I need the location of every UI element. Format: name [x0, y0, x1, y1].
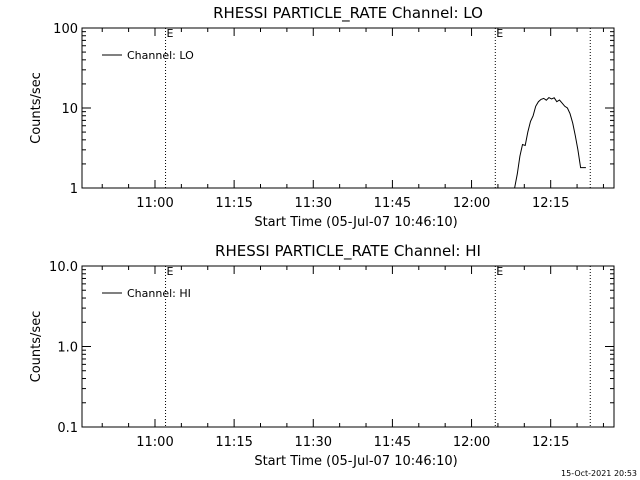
x-tick-label: 11:45	[374, 196, 411, 211]
x-tick-label: 11:15	[215, 435, 252, 450]
y-tick-label: 1	[70, 182, 78, 197]
x-tick-label: 12:00	[453, 196, 490, 211]
y-axis-label: Counts/sec	[29, 311, 44, 383]
y-tick-label: 0.1	[57, 421, 78, 436]
y-tick-label: 1.0	[57, 341, 78, 356]
event-marker-label: E	[496, 27, 503, 40]
y-tick-label: 100	[53, 22, 78, 37]
x-tick-label: 11:30	[295, 435, 332, 450]
chart-title: RHESSI PARTICLE_RATE Channel: HI	[215, 242, 481, 261]
legend-entry: Channel: HI	[127, 287, 191, 300]
generation-timestamp: 15-Oct-2021 20:53	[561, 469, 637, 478]
x-tick-label: 12:15	[532, 196, 569, 211]
y-axis-label: Counts/sec	[29, 72, 44, 144]
event-marker-label: E	[167, 27, 174, 40]
x-tick-label: 11:00	[136, 435, 173, 450]
chart-panel-lo: RHESSI PARTICLE_RATE Channel: LO 11:00 11:…	[29, 4, 615, 230]
legend-entry: Channel: LO	[127, 49, 194, 62]
x-tick-label: 12:00	[453, 435, 490, 450]
x-tick-label: 11:45	[374, 435, 411, 450]
x-tick-label: 11:30	[295, 196, 332, 211]
chart-title: RHESSI PARTICLE_RATE Channel: LO	[213, 4, 483, 23]
event-marker-label: E	[167, 265, 174, 278]
event-marker-label: E	[496, 265, 503, 278]
y-tick-label: 10.0	[49, 260, 78, 275]
x-tick-label: 11:00	[136, 196, 173, 211]
series-line	[514, 96, 586, 188]
x-axis-label: Start Time (05-Jul-07 10:46:10)	[254, 215, 457, 230]
chart-panel-hi: RHESSI PARTICLE_RATE Channel: HI 11:00 11:…	[29, 242, 615, 469]
x-axis-label: Start Time (05-Jul-07 10:46:10)	[254, 454, 457, 469]
x-tick-label: 11:15	[215, 196, 252, 211]
x-tick-label: 12:15	[532, 435, 569, 450]
y-tick-label: 10	[61, 102, 78, 117]
